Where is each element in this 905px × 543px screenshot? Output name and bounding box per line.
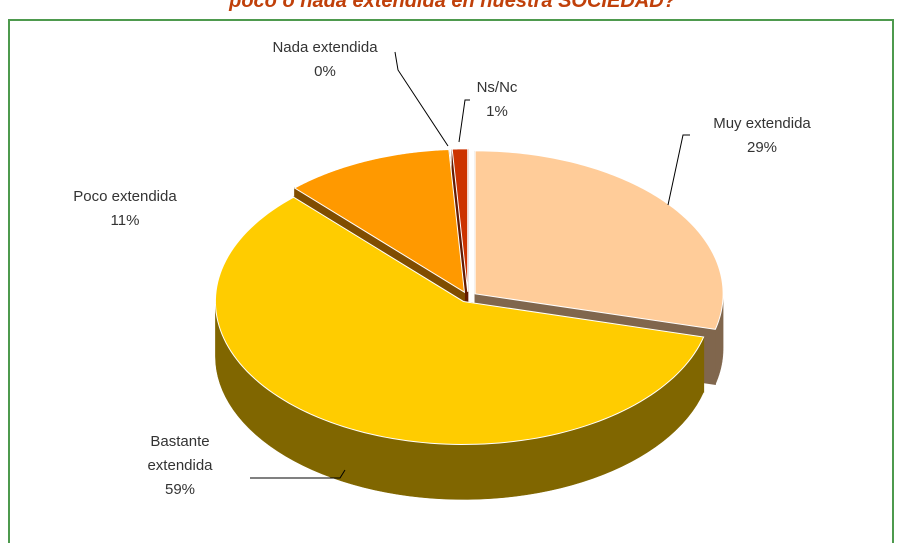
category-label: Muy extendida [713, 115, 811, 132]
category-label: Ns/Nc [476, 79, 518, 96]
leader-line [394, 51, 449, 147]
category-label: Bastante extendida [147, 433, 213, 474]
leader-line [458, 99, 470, 143]
slice [293, 149, 466, 294]
chart-title: poco o nada extendida en nuestra SOCIEDA… [229, 0, 676, 12]
value-label: 11% [110, 212, 140, 229]
category-label: Poco extendida [73, 188, 177, 205]
slice [214, 196, 705, 445]
value-label: 0% [314, 63, 336, 80]
category-label: Nada extendida [272, 39, 378, 56]
slice-label: Muy extendida 29% [697, 112, 827, 160]
slice [474, 150, 724, 330]
chart-frame [8, 19, 894, 543]
pie [214, 148, 724, 500]
leader-lines [250, 51, 690, 479]
slice-label: Bastante extendida 59% [120, 430, 240, 502]
slice [451, 148, 469, 292]
leader-line [667, 134, 690, 206]
leader-line [250, 469, 346, 479]
value-label: 29% [746, 139, 778, 156]
slice-label: Poco extendida 11% [60, 185, 190, 233]
slice-label: Ns/Nc 1% [432, 76, 562, 124]
value-label: 1% [486, 103, 508, 120]
value-label: 59% [164, 481, 196, 498]
slice-label: Nada extendida 0% [260, 36, 390, 84]
